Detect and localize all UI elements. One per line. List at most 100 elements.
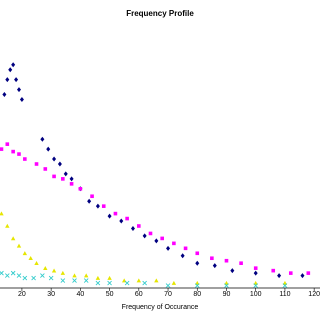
point [165,283,171,288]
point [183,246,188,251]
point [130,225,135,231]
point [83,278,89,283]
point [10,270,16,276]
point [154,238,159,244]
point [142,280,147,286]
point [124,280,130,286]
x-tick-label: 120 [308,291,320,298]
point [22,275,28,281]
point [17,152,21,156]
point [107,213,112,219]
point [31,275,36,281]
point [194,283,200,288]
point [136,278,142,283]
point [4,273,10,278]
point [224,258,229,263]
x-tick-label: 90 [223,291,231,298]
point [195,260,200,266]
point [212,263,217,269]
point [239,261,243,265]
x-tick-label: 80 [193,291,201,298]
point [60,270,66,275]
point [210,256,214,261]
chart-title: Frequency Profile [126,9,194,18]
point [84,273,89,278]
point [5,142,10,146]
point [34,162,39,166]
point [69,176,74,182]
point [2,92,7,98]
point [52,156,57,162]
point [282,283,288,288]
x-tick-label: 110 [279,291,290,298]
point [11,149,15,154]
point [60,278,66,283]
x-tick-label: 40 [76,291,84,298]
point [11,62,16,68]
point [61,177,65,181]
point [46,146,51,152]
point [271,268,276,273]
point [142,233,147,239]
point [95,203,100,209]
point [277,273,282,279]
point [95,275,101,280]
point [166,245,171,251]
point [8,67,13,73]
point [22,251,28,256]
point [23,157,27,161]
x-tick-label: 60 [135,291,143,298]
x-tick-label: 30 [47,291,55,298]
point [90,194,94,199]
point [253,270,258,276]
x-tick-label: 50 [106,291,114,298]
point [253,283,259,288]
point [0,211,4,216]
point [300,273,305,279]
point [69,182,74,186]
point [43,265,48,270]
point [0,147,4,151]
point [72,278,77,283]
point [16,243,22,248]
point [148,231,153,236]
point [288,271,293,275]
x-axis-label: Frequency of Occurance [122,304,199,311]
point [63,171,68,177]
point [10,236,16,241]
point [16,273,22,278]
point [43,167,48,171]
point [230,268,235,274]
point [172,241,176,246]
point [48,275,54,281]
x-tick-label: 70 [164,291,172,298]
point [0,270,4,276]
x-tick-label: 20 [18,291,26,298]
point [51,268,57,273]
point [28,256,33,261]
point [195,251,200,256]
point [40,136,45,142]
point [5,223,10,228]
point [154,278,159,283]
point [107,280,112,286]
point [16,87,21,93]
point [57,161,62,167]
point [19,97,24,103]
x-tick-label: 100 [250,291,262,298]
point [306,271,311,275]
point [160,236,164,241]
point [113,211,118,216]
point [107,275,112,280]
point [125,216,129,221]
point [34,261,39,265]
point [224,283,229,288]
point [180,253,185,259]
point [253,266,258,270]
point [101,204,106,208]
point [119,218,124,224]
point [137,224,141,228]
point [171,280,177,285]
